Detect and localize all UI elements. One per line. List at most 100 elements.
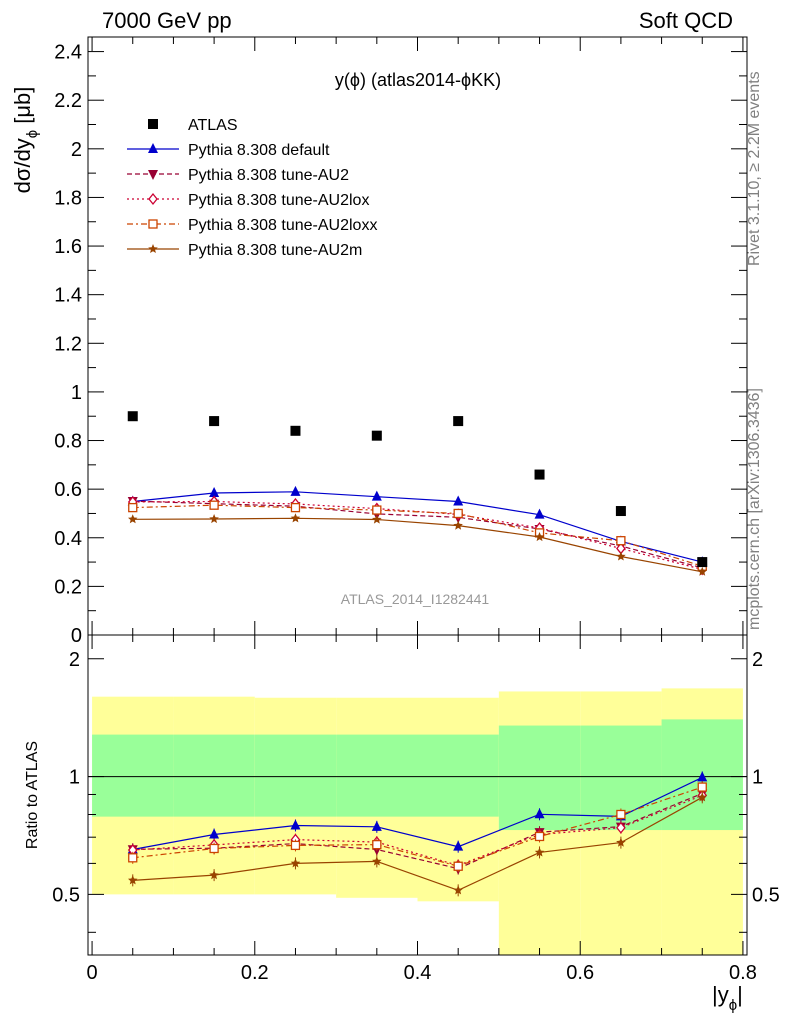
legend-marker xyxy=(148,119,158,129)
ratio-point xyxy=(453,840,464,851)
ratio-point xyxy=(616,837,626,847)
ratio-series-line xyxy=(132,794,703,867)
ratio-point xyxy=(372,856,382,866)
x-tick-label: 0.8 xyxy=(729,962,757,984)
y-tick-label: 1.8 xyxy=(54,187,82,209)
ratio-tick-label: 1 xyxy=(752,767,763,789)
chart-title: y(ϕ) (atlas2014-ϕKK) xyxy=(335,70,501,90)
ratio-point xyxy=(290,840,301,851)
y-axis-label-unit: [μb] xyxy=(10,87,35,124)
data-point xyxy=(371,430,382,441)
series-group xyxy=(127,485,708,576)
rivet-label: Rivet 3.1.10, ≥ 2.2M events xyxy=(746,71,763,266)
series-point xyxy=(209,514,219,524)
legend-label: Pythia 8.308 tune-AU2loxx xyxy=(188,217,377,234)
svg-text:dσ/dyϕ[μb]: dσ/dyϕ [μb] xyxy=(10,87,41,194)
inner-band-bin xyxy=(254,734,337,817)
series-point xyxy=(290,502,301,513)
x-axis-label-sub: ϕ xyxy=(729,997,737,1014)
series-point xyxy=(697,566,707,576)
ratio-point xyxy=(209,870,219,880)
header-right: Soft QCD xyxy=(639,8,733,33)
y-tick-label: 0.6 xyxy=(54,479,82,501)
ratio-tick-label: 2 xyxy=(69,649,80,671)
legend-label: Pythia 8.308 tune-AU2m xyxy=(188,242,362,259)
series-point xyxy=(371,490,382,501)
ratio-point xyxy=(128,853,138,863)
series-point xyxy=(616,536,626,546)
series-point xyxy=(128,514,138,524)
series-point xyxy=(128,502,138,513)
y-tick-label: 1.2 xyxy=(54,333,82,355)
ratio-tick-label: 2 xyxy=(752,649,763,671)
series-point xyxy=(290,485,301,496)
mcplots-label: mcplots.cern.ch [arXiv:1306.3436] xyxy=(746,388,763,630)
y-axis-label: dσ/dyϕ [μb] xyxy=(10,87,41,194)
ratio-series-group xyxy=(127,771,708,897)
y-tick-label: 2.2 xyxy=(54,90,82,112)
ratio-point xyxy=(534,831,545,842)
ratio-point xyxy=(372,839,382,850)
x-tick-label: 0.6 xyxy=(566,962,594,984)
series-point xyxy=(372,514,382,524)
y-tick-label: 2.4 xyxy=(54,42,82,64)
ratio-point xyxy=(697,771,708,782)
series-point xyxy=(453,508,463,519)
x-axis-label-end: | xyxy=(737,982,743,1007)
series-point xyxy=(534,532,545,542)
series-point xyxy=(534,508,545,519)
data-point xyxy=(615,506,626,517)
series-point xyxy=(209,487,220,498)
y-tick-label: 1.6 xyxy=(54,236,82,258)
x-tick-label: 0.2 xyxy=(241,962,269,984)
y-tick-label: 0 xyxy=(71,625,82,647)
legend-label: ATLAS xyxy=(188,117,238,134)
inner-band-bin xyxy=(173,734,255,817)
ratio-point xyxy=(534,847,545,857)
series-line xyxy=(132,504,703,567)
header-left: 7000 GeV pp xyxy=(102,8,232,33)
x-axis-label: |yϕ| xyxy=(712,982,743,1014)
ratio-tick-label: 1 xyxy=(69,767,80,789)
legend-marker xyxy=(148,170,158,180)
ratio-tick-label: 0.5 xyxy=(52,884,80,906)
ratio-axis-label: Ratio to ATLAS xyxy=(24,741,41,849)
y-tick-label: 1 xyxy=(71,382,82,404)
data-point xyxy=(209,416,220,427)
ratio-series-line xyxy=(132,776,703,851)
legend-marker xyxy=(148,192,158,206)
ratio-point xyxy=(209,828,220,839)
ratio-point xyxy=(534,808,545,819)
series-point xyxy=(209,500,219,510)
ratio-tick-label: 0.5 xyxy=(752,884,780,906)
x-tick-label: 0.4 xyxy=(404,962,432,984)
inner-band-bin xyxy=(336,734,418,817)
ratio-point xyxy=(128,875,138,885)
ratio-point xyxy=(290,819,301,830)
legend: ATLAS Pythia 8.308 default Pythia 8.308 tu… xyxy=(127,117,377,259)
ratio-point xyxy=(453,885,463,895)
inner-band-bin xyxy=(92,734,174,817)
series-point xyxy=(453,495,464,506)
ratio-series-line xyxy=(132,796,703,891)
atlas-data-group xyxy=(127,411,708,568)
legend-label: Pythia 8.308 tune-AU2 xyxy=(188,167,349,184)
data-point xyxy=(290,425,301,436)
series-point xyxy=(453,520,463,530)
inner-band-bin xyxy=(417,734,499,817)
axis-tick-labels: 0 0.2 0.4 0.6 0.8 0 0.2 0.4 0.6 0.8 1 1.2 1.4 1.6 1.8 2… xyxy=(52,42,780,984)
ratio-point xyxy=(616,821,626,834)
legend-label: Pythia 8.308 default xyxy=(188,142,330,159)
series-line xyxy=(132,491,703,563)
data-point xyxy=(453,416,464,427)
ratio-point xyxy=(290,858,301,868)
x-tick-label: 0 xyxy=(87,962,98,984)
ratio-point xyxy=(697,782,707,792)
data-point xyxy=(534,469,545,480)
legend-marker xyxy=(148,244,158,253)
legend-marker xyxy=(148,219,158,229)
y-axis-label-sub: ϕ xyxy=(24,130,41,138)
data-point xyxy=(127,411,138,422)
ratio-uncertainty-bands xyxy=(88,688,747,955)
